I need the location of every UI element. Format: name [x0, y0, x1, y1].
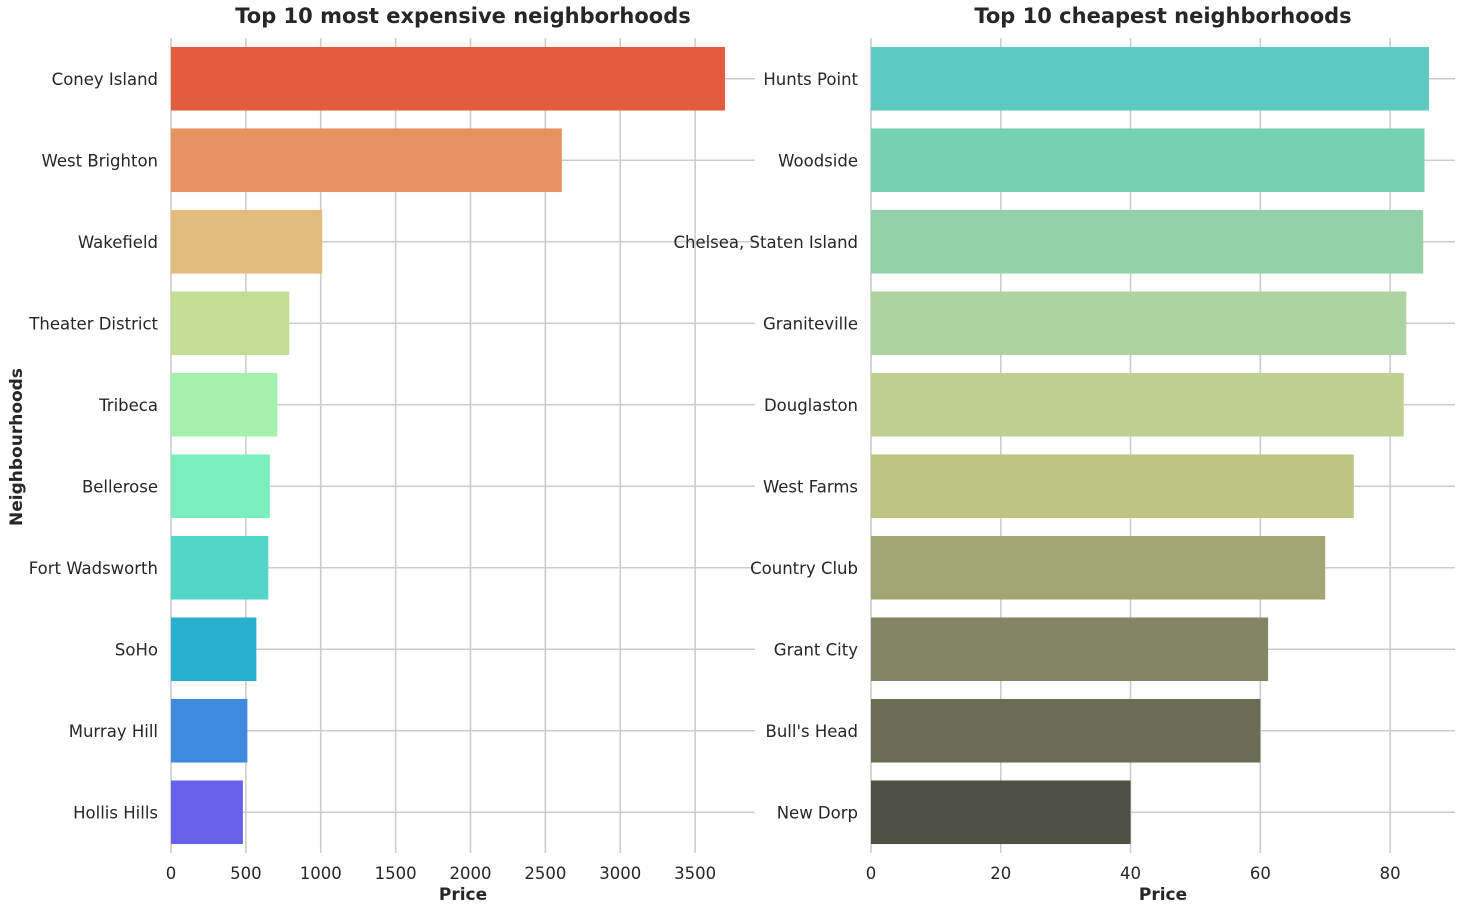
- chart-title-expensive: Top 10 most expensive neighborhoods: [235, 4, 690, 28]
- y-tick-label-cheapest: Hunts Point: [763, 70, 858, 89]
- y-tick-label-cheapest: Grant City: [774, 640, 858, 659]
- y-tick-label-cheapest: Graniteville: [763, 314, 858, 333]
- bar-expensive: [171, 535, 269, 600]
- y-tick-label-expensive: Hollis Hills: [73, 803, 158, 822]
- figure-ylabel: Neighbourhoods: [7, 368, 27, 526]
- y-tick-label-expensive: Tribeca: [98, 396, 158, 415]
- x-tick-label-cheapest: 0: [866, 864, 877, 883]
- y-tick-label-cheapest: Chelsea, Staten Island: [673, 233, 858, 252]
- chart-title-cheapest: Top 10 cheapest neighborhoods: [974, 4, 1351, 28]
- bar-expensive: [171, 128, 562, 193]
- bar-cheapest: [871, 535, 1326, 600]
- x-axis-label-cheapest: Price: [1139, 885, 1187, 905]
- bar-expensive: [171, 372, 278, 437]
- y-tick-label-cheapest: Bull's Head: [766, 722, 858, 741]
- bar-expensive: [171, 291, 290, 356]
- x-axis-label-expensive: Price: [439, 885, 487, 905]
- x-tick-label-expensive: 0: [166, 864, 177, 883]
- bar-expensive: [171, 617, 257, 682]
- x-tick-label-cheapest: 60: [1250, 864, 1271, 883]
- y-tick-label-expensive: West Brighton: [42, 151, 158, 170]
- y-tick-label-expensive: Fort Wadsworth: [29, 559, 158, 578]
- x-tick-label-expensive: 3500: [674, 864, 716, 883]
- x-tick-label-cheapest: 40: [1120, 864, 1141, 883]
- bar-expensive: [171, 454, 270, 519]
- y-tick-label-expensive: Wakefield: [78, 233, 158, 252]
- x-tick-label-expensive: 1000: [300, 864, 342, 883]
- bar-expensive: [171, 780, 243, 845]
- y-tick-label-expensive: Bellerose: [82, 477, 158, 496]
- x-tick-label-expensive: 3000: [599, 864, 641, 883]
- bar-cheapest: [871, 46, 1430, 111]
- x-tick-label-expensive: 500: [230, 864, 262, 883]
- x-tick-label-expensive: 2500: [524, 864, 566, 883]
- bar-cheapest: [871, 291, 1407, 356]
- x-tick-label-cheapest: 80: [1380, 864, 1401, 883]
- bar-cheapest: [871, 617, 1269, 682]
- x-tick-label-expensive: 2000: [449, 864, 491, 883]
- x-tick-label-expensive: 1500: [375, 864, 417, 883]
- y-tick-label-cheapest: Country Club: [750, 559, 858, 578]
- bar-cheapest: [871, 128, 1425, 193]
- bar-expensive: [171, 698, 248, 763]
- y-tick-label-cheapest: Douglaston: [764, 396, 858, 415]
- y-tick-label-expensive: Coney Island: [52, 70, 158, 89]
- bar-cheapest: [871, 209, 1424, 274]
- y-tick-label-expensive: Theater District: [28, 314, 158, 333]
- bar-expensive: [171, 209, 323, 274]
- bar-cheapest: [871, 372, 1404, 437]
- y-tick-label-expensive: SoHo: [115, 640, 158, 659]
- bar-cheapest: [871, 698, 1261, 763]
- y-tick-label-cheapest: West Farms: [763, 477, 858, 496]
- bar-cheapest: [871, 780, 1131, 845]
- bar-expensive: [171, 46, 726, 111]
- x-tick-label-cheapest: 20: [990, 864, 1011, 883]
- y-tick-label-expensive: Murray Hill: [69, 722, 158, 741]
- y-tick-label-cheapest: Woodside: [778, 151, 858, 170]
- bar-cheapest: [871, 454, 1354, 519]
- y-tick-label-cheapest: New Dorp: [777, 803, 858, 822]
